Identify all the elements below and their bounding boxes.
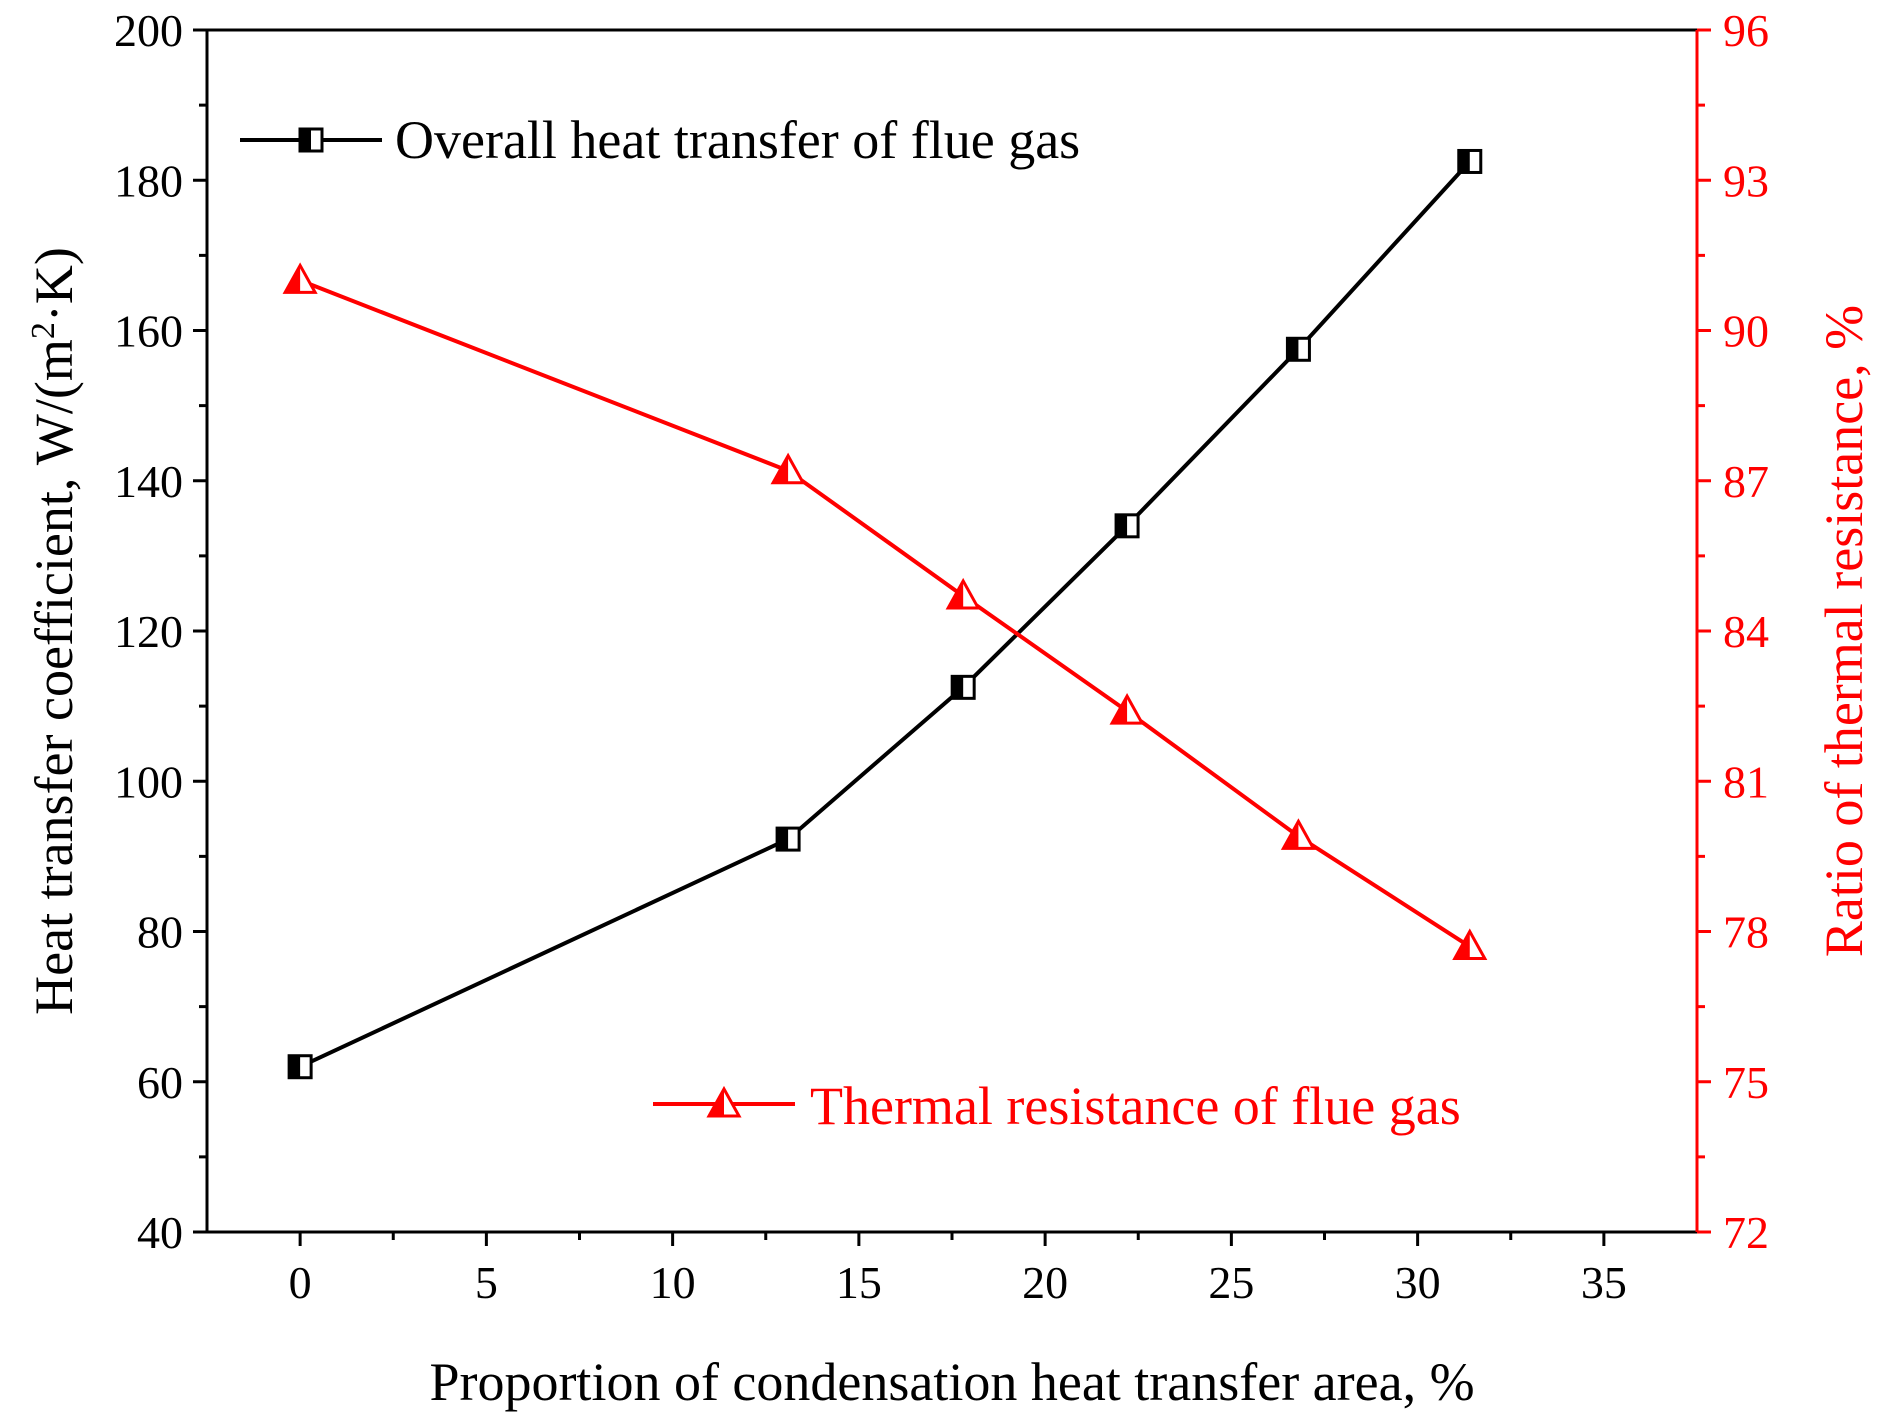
legend-label-heat-transfer: Overall heat transfer of flue gas [395, 110, 1080, 170]
data-point-triangle [1109, 693, 1145, 725]
y-left-tick-label: 140 [114, 456, 183, 507]
data-point-square [287, 1054, 313, 1080]
data-point-triangle [770, 452, 806, 485]
marker-fill [300, 129, 311, 151]
y-left-tick-label: 60 [137, 1057, 183, 1108]
data-point-square [1457, 148, 1483, 174]
y-left-axis-title-main: Heat transfer coefficient, W/(m [24, 339, 84, 1015]
marker-fill [1287, 338, 1299, 361]
y-left-tick-label: 180 [114, 155, 183, 206]
y-left-tick-label: 80 [137, 907, 183, 958]
legend-marker-thermal-resistance [706, 1085, 742, 1118]
legend-label-thermal-resistance: Thermal resistance of flue gas [810, 1076, 1461, 1136]
marker-fill [1454, 931, 1470, 959]
y-right-tick-label: 78 [1723, 907, 1769, 958]
x-tick-label: 15 [836, 1257, 882, 1308]
x-tick-label: 30 [1395, 1257, 1441, 1308]
y-right-tick-label: 93 [1723, 155, 1769, 206]
y-left-tick-label: 120 [114, 606, 183, 657]
x-tick-label: 35 [1581, 1257, 1627, 1308]
data-point-triangle [1452, 928, 1488, 961]
marker-fill [1283, 821, 1299, 849]
series-line-thermal-resistance [299, 278, 1471, 949]
x-tick-label: 10 [650, 1257, 696, 1308]
series-layer [282, 148, 1488, 1080]
data-point-square [775, 826, 801, 852]
marker-fill [1458, 150, 1470, 173]
marker-fill [777, 828, 789, 851]
marker-fill [948, 580, 964, 608]
y-right-tick-label: 96 [1723, 5, 1769, 56]
y-right-tick-label: 81 [1723, 756, 1769, 807]
y-right-axis-title: Ratio of thermal resistance, % [1814, 305, 1874, 957]
data-point-square [950, 674, 976, 700]
marker-fill [709, 1089, 724, 1116]
marker-fill [1112, 696, 1128, 724]
data-point-triangle [945, 577, 981, 610]
marker-fill [1116, 514, 1128, 537]
series-line-heat-transfer [299, 160, 1472, 1069]
marker-fill [289, 1055, 301, 1078]
legend-marker-heat-transfer [298, 127, 324, 153]
legend-layer: Overall heat transfer of flue gas Thermal… [240, 110, 1461, 1136]
marker-fill [952, 676, 964, 699]
x-tick-label: 0 [289, 1257, 312, 1308]
y-right-tick-label: 75 [1723, 1057, 1769, 1108]
x-tick-label: 25 [1208, 1257, 1254, 1308]
y-left-tick-label: 100 [114, 756, 183, 807]
y-left-tick-label: 200 [114, 5, 183, 56]
data-point-triangle [282, 262, 318, 294]
axes-layer: 0 5 10 15 20 25 30 35 40 60 80 100 120 140 160 180 200 72… [114, 5, 1769, 1308]
x-tick-label: 5 [475, 1257, 498, 1308]
y-right-tick-label: 90 [1723, 306, 1769, 357]
y-right-tick-label: 87 [1723, 456, 1769, 507]
x-axis-title: Proportion of condensation heat transfer… [429, 1352, 1474, 1412]
y-left-tick-label: 40 [137, 1207, 183, 1258]
y-left-axis-title-tail: ·K) [24, 247, 84, 322]
data-point-square [1285, 336, 1311, 362]
labels-layer: Proportion of condensation heat transfer… [24, 247, 1874, 1412]
y-left-axis-title-sup: 2 [25, 322, 62, 339]
y-left-axis-title: Heat transfer coefficient, W/(m2·K) [24, 247, 84, 1015]
y-left-tick-label: 160 [114, 306, 183, 357]
marker-fill [773, 455, 789, 483]
x-tick-label: 20 [1022, 1257, 1068, 1308]
y-right-tick-label: 84 [1723, 606, 1769, 657]
y-right-tick-label: 72 [1723, 1207, 1769, 1258]
data-point-triangle [1280, 818, 1316, 850]
data-point-square [1114, 513, 1140, 539]
marker-fill [285, 265, 301, 293]
